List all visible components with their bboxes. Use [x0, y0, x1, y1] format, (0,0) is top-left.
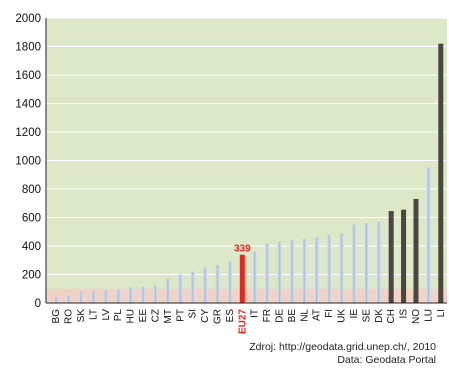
- bar-lu: [425, 167, 431, 303]
- x-tick-label: BE: [287, 309, 298, 323]
- y-tick-label: 600: [22, 213, 41, 225]
- x-tick-label: SE: [361, 309, 372, 323]
- bar-bg: [53, 297, 59, 303]
- bar-fi: [326, 234, 332, 303]
- bar-gr: [214, 265, 220, 303]
- y-tick-label: 400: [22, 241, 41, 253]
- baseline-band: [46, 288, 447, 303]
- bars: [53, 43, 444, 304]
- x-tick-label: FI: [324, 309, 335, 318]
- x-tick-label: DE: [275, 309, 286, 323]
- source-line: Zdroj: http://geodata.grid.unep.ch/, 201…: [249, 341, 436, 353]
- data-source-line: Data: Geodata Portal: [337, 354, 436, 366]
- x-tick-label: SI: [188, 309, 199, 318]
- bar-pl: [115, 289, 121, 303]
- bar-ch: [388, 211, 394, 303]
- y-tick-label: 2000: [15, 13, 41, 25]
- bar-fr: [264, 243, 270, 303]
- x-tick-label: PL: [113, 309, 124, 322]
- x-tick-label: NL: [299, 309, 310, 322]
- bar-de: [277, 241, 283, 303]
- x-tick-label: AT: [312, 309, 323, 321]
- x-tick-label: LU: [423, 309, 434, 322]
- y-tick-label: 1400: [15, 99, 41, 111]
- bar-be: [289, 240, 295, 303]
- bar-si: [190, 271, 196, 303]
- bar-eu27: [239, 254, 245, 303]
- x-tick-label: LT: [88, 309, 99, 320]
- bar-is: [401, 209, 407, 303]
- bar-ro: [66, 295, 72, 303]
- x-tick-label: PT: [175, 309, 186, 322]
- x-tick-label: IE: [349, 309, 360, 319]
- bar-no: [413, 198, 419, 303]
- bar-it: [252, 251, 258, 303]
- y-tick-label: 200: [22, 270, 41, 282]
- y-tick-label: 800: [22, 184, 41, 196]
- bar-uk: [339, 233, 345, 303]
- x-tick-label: CH: [386, 309, 397, 323]
- x-tick-labels: BG RO SK LT LV PL HU EE CZ MT PT SI CY GR ES EU27 IT FR DE…: [51, 309, 447, 334]
- bar-li: [438, 43, 444, 304]
- x-tick-label: CZ: [150, 309, 161, 322]
- x-tick-label: ES: [225, 309, 236, 323]
- x-tick-label: IT: [250, 309, 261, 318]
- bar-lt: [90, 290, 96, 303]
- x-tick-label: EU27: [237, 309, 248, 334]
- bar-es: [227, 261, 233, 303]
- y-tick-label: 1200: [15, 127, 41, 139]
- bar-cz: [152, 285, 158, 303]
- y-tick-label: 1000: [15, 156, 41, 168]
- x-tick-label: BG: [51, 309, 62, 324]
- x-tick-label: GR: [212, 309, 223, 324]
- bar-dk: [376, 221, 382, 303]
- bar-pt: [177, 274, 183, 303]
- x-tick-label: UK: [337, 309, 348, 323]
- y-tick-label: 0: [35, 298, 41, 310]
- y-tick-label: 1600: [15, 70, 41, 82]
- x-tick-label: SK: [76, 309, 87, 323]
- bar-ie: [351, 224, 357, 303]
- x-tick-label: DK: [374, 309, 385, 323]
- data-label-eu27: 339: [234, 244, 251, 255]
- bar-nl: [301, 238, 307, 303]
- bar-sk: [78, 291, 84, 303]
- bar-at: [314, 237, 320, 303]
- bar-cy: [202, 267, 208, 303]
- x-tick-label: IS: [399, 309, 410, 319]
- x-tick-label: RO: [64, 309, 75, 324]
- y-tick-labels: 0 200 400 600 800 1000 1200 1400 1600 1800 2000: [15, 13, 41, 310]
- x-tick-label: CY: [200, 309, 211, 323]
- x-tick-label: MT: [163, 309, 174, 323]
- axes: [45, 18, 447, 304]
- x-tick-label: FR: [262, 309, 273, 322]
- y-tick-label: 1800: [15, 42, 41, 54]
- x-tick-label: LI: [436, 309, 447, 317]
- bar-lv: [103, 290, 109, 303]
- x-tick-label: NO: [411, 309, 422, 324]
- x-tick-label: LV: [101, 309, 112, 321]
- bar-hu: [128, 287, 134, 303]
- x-tick-label: EE: [138, 309, 149, 323]
- bar-ee: [140, 286, 146, 303]
- bar-se: [363, 223, 369, 303]
- x-tick-label: HU: [126, 309, 137, 323]
- bar-mt: [165, 278, 171, 303]
- data-labels: 339: [234, 244, 251, 255]
